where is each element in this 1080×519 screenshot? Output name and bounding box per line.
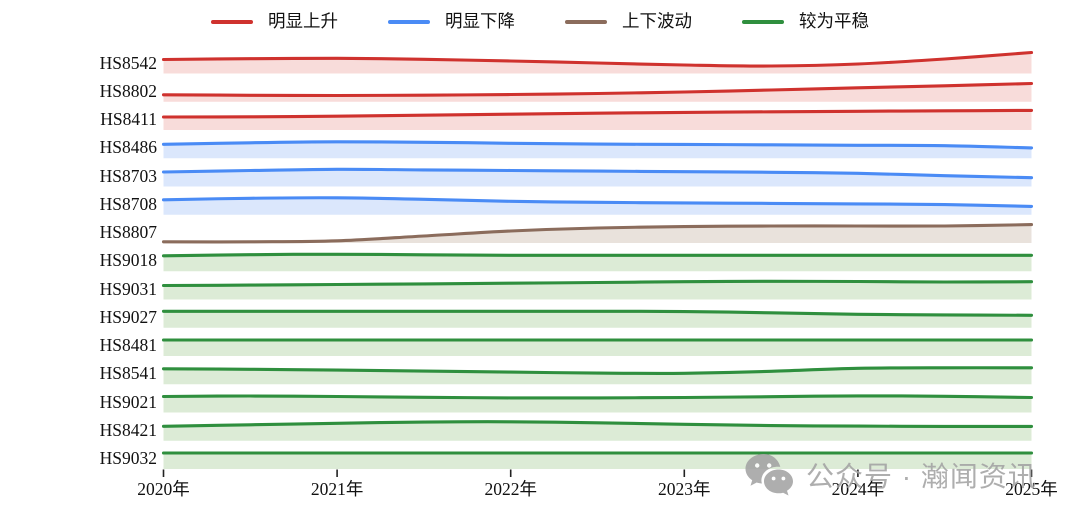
- legend-label: 明显下降: [445, 11, 515, 32]
- x-tick-label-4: 2024年: [831, 479, 885, 499]
- series-line-HS8703: [161, 167, 1034, 180]
- legend-swatch: [742, 19, 784, 25]
- series-line-HS8486: [161, 140, 1034, 150]
- series-area-HS8708: [163, 197, 1032, 215]
- x-tick-label-1: 2021年: [310, 479, 364, 499]
- series-area-HS8481: [163, 340, 1032, 356]
- series-line-HS8421: [161, 420, 1034, 428]
- series-area-HS8411: [163, 110, 1032, 130]
- legend-item-2: 上下波动: [565, 13, 692, 31]
- legend-item-3: 较为平稳: [742, 13, 869, 31]
- legend-swatch: [565, 19, 607, 25]
- row-label-HS8486: HS8486: [99, 137, 157, 158]
- legend-label: 明显上升: [268, 11, 338, 32]
- row-label-HS8708: HS8708: [99, 193, 157, 214]
- legend-item-1: 明显下降: [388, 13, 515, 31]
- legend-swatch: [211, 19, 253, 25]
- series-line-HS8802: [161, 81, 1034, 98]
- legend-item-0: 明显上升: [211, 13, 338, 31]
- row-label-HS9032: HS9032: [99, 448, 157, 468]
- series-area-HS9018: [163, 254, 1032, 272]
- row-label-HS8802: HS8802: [99, 80, 157, 101]
- series-line-HS8541: [161, 366, 1034, 375]
- series-line-HS8807: [161, 223, 1034, 244]
- x-tick-label-5: 2025年: [1005, 479, 1058, 499]
- legend-swatch: [388, 19, 430, 25]
- series-line-HS9018: [161, 252, 1034, 258]
- row-label-HS8411: HS8411: [100, 109, 157, 129]
- row-label-HS9027: HS9027: [99, 306, 157, 327]
- series-area-HS9031: [163, 281, 1032, 300]
- series-area-HS9027: [163, 311, 1032, 328]
- series-area-HS8802: [163, 83, 1032, 102]
- x-tick-label-3: 2023年: [658, 479, 711, 499]
- series-line-HS9031: [161, 279, 1034, 288]
- series-line-HS8411: [161, 108, 1034, 119]
- series-area-HS9021: [163, 395, 1032, 413]
- series-line-HS8542: [161, 50, 1034, 68]
- legend-label: 较为平稳: [799, 11, 869, 32]
- series-line-HS9027: [161, 309, 1034, 317]
- legend: 明显上升 明显下降 上下波动 较为平稳: [0, 10, 1080, 34]
- x-tick-label-0: 2020年: [137, 479, 190, 499]
- series-area-HS8807: [163, 224, 1032, 243]
- row-label-HS8481: HS8481: [99, 335, 157, 355]
- row-label-HS8542: HS8542: [99, 52, 157, 73]
- row-label-HS8421: HS8421: [99, 419, 157, 440]
- row-label-HS9031: HS9031: [99, 278, 157, 299]
- row-label-HS8703: HS8703: [99, 165, 157, 186]
- row-label-HS8807: HS8807: [99, 222, 157, 242]
- x-tick-label-2: 2022年: [484, 479, 537, 499]
- row-label-HS8541: HS8541: [99, 363, 157, 384]
- row-label-HS9021: HS9021: [99, 391, 157, 412]
- series-line-HS9021: [161, 394, 1034, 400]
- series-area-HS9032: [163, 453, 1032, 469]
- series-line-HS8708: [161, 196, 1034, 208]
- row-label-HS9018: HS9018: [99, 250, 157, 271]
- legend-label: 上下波动: [622, 11, 692, 32]
